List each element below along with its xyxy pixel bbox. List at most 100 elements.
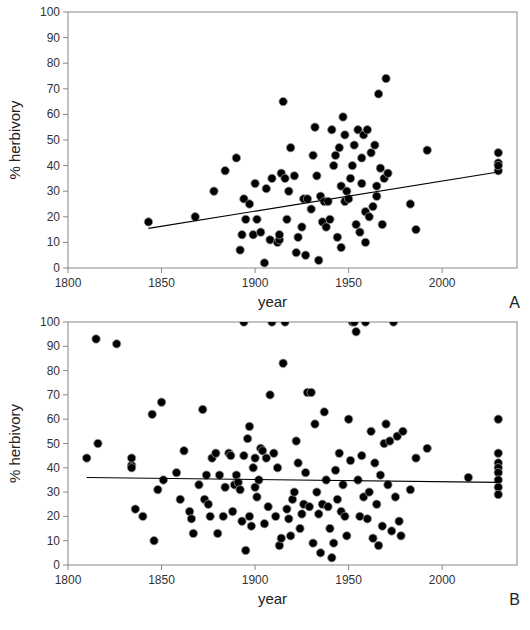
point <box>251 179 259 187</box>
point <box>227 451 235 459</box>
point <box>268 322 276 326</box>
point <box>329 161 337 169</box>
point <box>290 172 298 180</box>
point <box>262 454 270 462</box>
point <box>195 481 203 489</box>
point <box>361 238 369 246</box>
point <box>412 454 420 462</box>
figure: 0102030405060708090100180018501900195020… <box>0 0 530 630</box>
trend-line <box>87 478 499 483</box>
point <box>240 451 248 459</box>
data-area <box>83 322 503 562</box>
point <box>343 187 351 195</box>
y-tick-label: 100 <box>40 5 60 19</box>
y-tick <box>63 540 68 541</box>
point <box>270 449 278 457</box>
point <box>326 215 334 223</box>
point <box>341 512 349 520</box>
point <box>277 534 285 542</box>
point <box>363 126 371 134</box>
y-tick-label: 50 <box>47 437 61 451</box>
point <box>348 161 356 169</box>
point <box>301 251 309 259</box>
point <box>494 490 502 498</box>
point <box>367 149 375 157</box>
point <box>294 233 302 241</box>
point <box>341 131 349 139</box>
point <box>331 466 339 474</box>
point <box>406 200 414 208</box>
y-tick <box>63 88 68 89</box>
point <box>378 220 386 228</box>
point <box>335 143 343 151</box>
plot-frame <box>68 322 517 565</box>
point <box>283 215 291 223</box>
panel-label: A <box>509 294 520 311</box>
point <box>180 447 188 455</box>
x-tick <box>348 268 349 273</box>
y-tick-label: 30 <box>47 485 61 499</box>
point <box>127 454 135 462</box>
panel-label: B <box>509 591 520 608</box>
point <box>281 322 289 326</box>
point <box>358 179 366 187</box>
point <box>320 408 328 416</box>
point <box>94 439 102 447</box>
point <box>307 205 315 213</box>
point <box>247 522 255 530</box>
point <box>159 476 167 484</box>
y-tick <box>63 370 68 371</box>
point <box>361 322 369 326</box>
y-tick-label: 60 <box>47 107 61 121</box>
point <box>296 524 304 532</box>
point <box>206 512 214 520</box>
point <box>374 541 382 549</box>
x-tick <box>348 565 349 570</box>
point <box>494 415 502 423</box>
point <box>245 200 253 208</box>
point <box>242 546 250 554</box>
point <box>309 151 317 159</box>
y-tick <box>63 492 68 493</box>
y-tick-label: 80 <box>47 364 61 378</box>
point <box>369 534 377 542</box>
point <box>376 471 384 479</box>
point <box>260 259 268 267</box>
point <box>363 515 371 523</box>
y-tick-label: 70 <box>47 82 61 96</box>
point <box>127 464 135 472</box>
x-tick <box>442 268 443 273</box>
point <box>279 359 287 367</box>
x-axis-label: year <box>258 293 287 310</box>
point <box>329 539 337 547</box>
point <box>423 444 431 452</box>
point <box>187 515 195 523</box>
point <box>328 126 336 134</box>
x-tick <box>68 268 69 273</box>
point <box>210 187 218 195</box>
point <box>176 495 184 503</box>
y-tick <box>63 114 68 115</box>
x-tick-label: 1850 <box>148 573 175 587</box>
point <box>83 454 91 462</box>
point <box>253 215 261 223</box>
point <box>346 174 354 182</box>
point <box>365 213 373 221</box>
point <box>298 223 306 231</box>
y-tick-label: 80 <box>47 56 61 70</box>
point <box>260 519 268 527</box>
x-tick-label: 1950 <box>335 276 362 290</box>
point <box>352 220 360 228</box>
y-tick <box>63 242 68 243</box>
point <box>333 233 341 241</box>
point <box>339 113 347 121</box>
point <box>213 529 221 537</box>
y-tick-label: 90 <box>47 339 61 353</box>
point <box>275 231 283 239</box>
point <box>372 182 380 190</box>
point <box>322 223 330 231</box>
point <box>335 449 343 457</box>
point <box>331 151 339 159</box>
point <box>397 532 405 540</box>
point <box>92 335 100 343</box>
